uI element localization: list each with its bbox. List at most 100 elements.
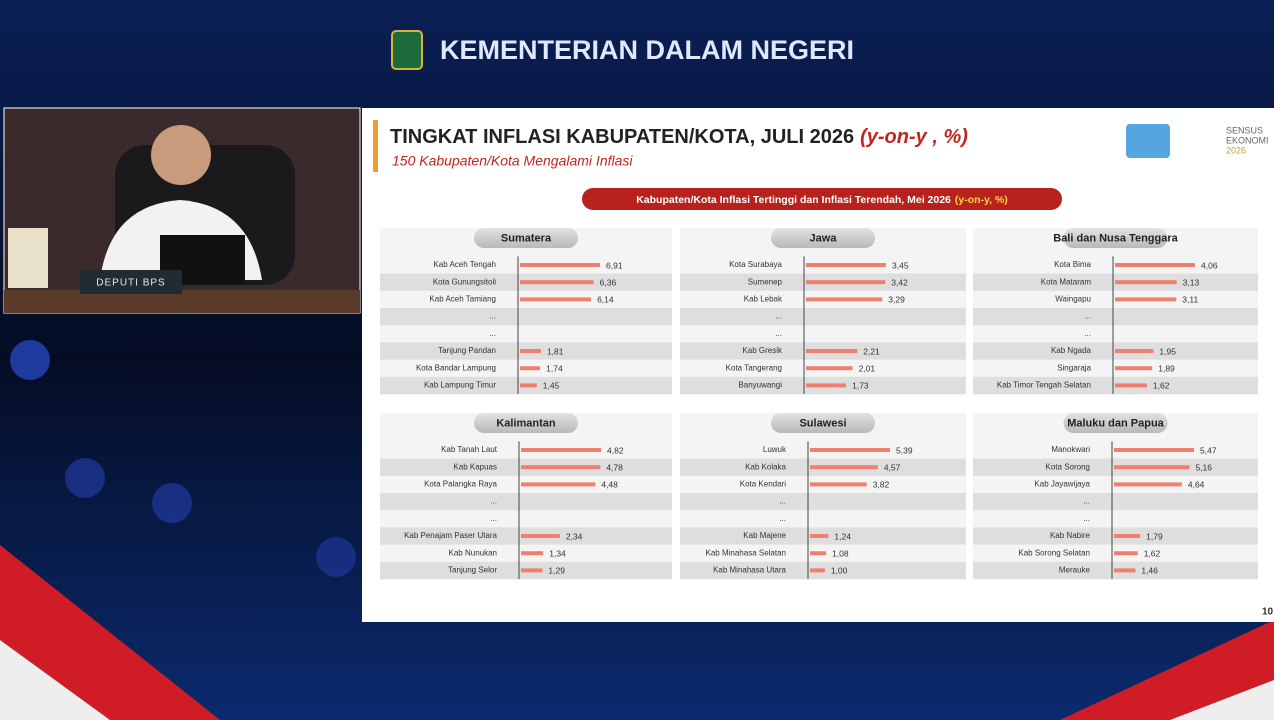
bar <box>521 534 560 538</box>
category-label: Sumenep <box>748 277 783 286</box>
bar <box>806 366 853 371</box>
category-label: Kota Mataram <box>1041 277 1092 286</box>
row-shade <box>680 308 966 326</box>
category-label: Kota Gunungsitoli <box>433 277 496 286</box>
category-label: ... <box>775 329 782 338</box>
value-label: 4,06 <box>1201 260 1218 270</box>
category-label: ... <box>1083 514 1090 523</box>
title-pill <box>1063 413 1168 433</box>
category-label: Kota Surabaya <box>729 260 782 269</box>
category-label: Kab Nunukan <box>449 548 497 557</box>
bar <box>810 568 825 573</box>
bar <box>810 448 890 452</box>
category-label: Waingapu <box>1055 295 1091 304</box>
banner-unit: (y-on-y, %) <box>955 194 1008 206</box>
row-shade <box>680 493 966 511</box>
bar <box>1115 349 1154 353</box>
bar <box>810 534 829 538</box>
bar <box>810 551 827 556</box>
category-label: Manokwari <box>1051 445 1090 454</box>
flag-red <box>1060 620 1274 720</box>
title-pill <box>474 413 578 433</box>
value-label: 1,00 <box>831 566 848 576</box>
value-label: 5,16 <box>1195 462 1212 472</box>
slide-subtitle: 150 Kabupaten/Kota Mengalami Inflasi <box>392 153 633 169</box>
desk <box>4 290 360 313</box>
bar <box>1114 465 1190 470</box>
bar <box>806 280 886 285</box>
value-label: 1,62 <box>1153 381 1170 391</box>
value-label: 1,73 <box>852 381 869 391</box>
category-label: ... <box>779 514 786 523</box>
title-pill <box>474 228 578 248</box>
slide-title: TINGKAT INFLASI KABUPATEN/KOTA, JULI 202… <box>390 126 968 148</box>
category-label: Tanjung Pandan <box>438 346 496 355</box>
bar <box>806 383 847 388</box>
value-label: 3,13 <box>1183 277 1200 287</box>
row-shade <box>380 308 672 326</box>
value-label: 1,89 <box>1158 363 1175 373</box>
bar <box>806 263 886 267</box>
banner-text: Kabupaten/Kota Inflasi Tertinggi dan Inf… <box>636 194 1008 206</box>
bar <box>806 349 858 353</box>
category-label: Kota Bandar Lampung <box>416 363 496 372</box>
category-label: ... <box>1084 312 1091 321</box>
title-main: TINGKAT INFLASI KABUPATEN/KOTA, JULI 202… <box>390 126 854 148</box>
speaker-head <box>151 125 211 185</box>
value-label: 3,29 <box>888 295 905 305</box>
value-label: 1,79 <box>1146 531 1163 541</box>
bar <box>521 551 544 556</box>
category-label: ... <box>490 514 497 523</box>
value-label: 3,82 <box>873 480 890 490</box>
flag-white <box>0 640 110 720</box>
category-label: Kab Minahasa Selatan <box>706 548 787 557</box>
category-label: Kab Minahasa Utara <box>713 566 786 575</box>
chart-title: Sumatera <box>501 232 552 244</box>
bar <box>521 465 601 470</box>
value-label: 1,24 <box>834 531 851 541</box>
bar <box>1114 482 1182 487</box>
category-label: ... <box>489 329 496 338</box>
value-label: 2,21 <box>863 346 880 356</box>
banner <box>582 188 1062 210</box>
chart-title: Bali dan Nusa Tenggara <box>1053 232 1178 244</box>
category-label: Kab Lebak <box>744 295 783 304</box>
value-label: 1,29 <box>548 566 565 576</box>
value-label: 2,34 <box>566 531 583 541</box>
category-label: Kab Kapuas <box>453 462 497 471</box>
value-label: 1,45 <box>543 381 560 391</box>
value-label: 1,46 <box>1141 566 1158 576</box>
bar <box>1115 383 1147 388</box>
category-label: Kota Kendari <box>740 480 786 489</box>
category-label: ... <box>1084 329 1091 338</box>
category-label: Kab Kolaka <box>745 462 786 471</box>
bps-logo <box>1126 124 1170 158</box>
category-label: Kab Tanah Laut <box>441 445 498 454</box>
bokeh <box>10 340 50 380</box>
bar <box>521 568 543 573</box>
category-label: Kota Palangka Raya <box>424 480 497 489</box>
category-label: Kab Ngada <box>1051 346 1092 355</box>
flag-white <box>1170 680 1274 720</box>
value-label: 4,57 <box>884 462 901 472</box>
category-label: Kab Timor Tengah Selatan <box>997 381 1091 390</box>
logo-text: EKONOMI <box>1226 135 1269 145</box>
bar <box>806 297 883 302</box>
value-label: 1,81 <box>547 346 564 356</box>
bar <box>520 297 592 302</box>
title-accent <box>373 120 378 172</box>
chart-title: Jawa <box>810 232 838 244</box>
value-label: 2,01 <box>859 363 876 373</box>
row-shade <box>973 308 1258 326</box>
bar <box>1115 297 1177 302</box>
name-plate <box>80 270 182 294</box>
value-label: 3,11 <box>1182 295 1198 305</box>
header-title: KEMENTERIAN DALAM NEGERI <box>440 35 854 65</box>
flag-red <box>0 545 220 720</box>
category-label: Kab Penajam Paser Utara <box>404 531 497 540</box>
value-label: 6,14 <box>597 295 614 305</box>
bar <box>810 465 878 470</box>
title-pill <box>1063 228 1168 248</box>
bar <box>520 349 541 353</box>
